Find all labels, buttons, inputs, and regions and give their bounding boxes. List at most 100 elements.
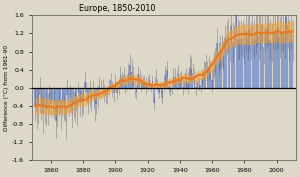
Bar xyxy=(38,88,39,105)
Bar xyxy=(60,88,61,114)
Bar xyxy=(166,70,168,88)
Bar xyxy=(182,87,184,88)
Bar xyxy=(282,32,284,88)
Bar xyxy=(210,71,211,88)
Bar xyxy=(158,88,160,93)
Bar xyxy=(263,47,264,88)
Bar xyxy=(120,75,121,88)
Bar xyxy=(226,38,227,88)
Y-axis label: Difference (°C) from 1961-90: Difference (°C) from 1961-90 xyxy=(4,45,9,131)
Bar xyxy=(73,88,74,104)
Bar xyxy=(287,25,289,88)
Bar xyxy=(250,41,251,88)
Bar xyxy=(39,88,40,95)
Bar xyxy=(103,88,105,93)
Bar xyxy=(94,88,95,109)
Bar xyxy=(195,87,197,88)
Bar xyxy=(223,56,224,88)
Bar xyxy=(176,80,177,88)
Bar xyxy=(44,88,45,105)
Bar xyxy=(173,76,174,88)
Bar xyxy=(63,88,64,107)
Bar xyxy=(174,77,176,88)
Bar xyxy=(239,39,240,88)
Bar xyxy=(281,33,282,88)
Bar xyxy=(220,52,221,88)
Bar xyxy=(247,37,248,88)
Bar xyxy=(242,39,243,88)
Bar xyxy=(168,86,169,88)
Bar xyxy=(218,58,219,88)
Bar xyxy=(286,17,287,88)
Bar xyxy=(124,84,126,88)
Bar xyxy=(234,26,235,88)
Bar xyxy=(110,80,111,88)
Bar xyxy=(153,88,155,103)
Bar xyxy=(266,28,268,88)
Bar xyxy=(89,88,90,93)
Bar xyxy=(169,88,171,91)
Bar xyxy=(256,24,258,88)
Bar xyxy=(284,36,285,88)
Bar xyxy=(189,67,190,88)
Bar xyxy=(57,88,58,113)
Bar xyxy=(203,70,205,88)
Bar xyxy=(105,88,106,96)
Bar xyxy=(192,73,194,88)
Bar xyxy=(49,88,50,100)
Bar xyxy=(92,88,94,89)
Bar xyxy=(268,23,269,88)
Bar xyxy=(261,25,263,88)
Bar xyxy=(121,79,123,88)
Bar xyxy=(99,87,100,88)
Bar xyxy=(271,43,272,88)
Bar xyxy=(190,69,192,88)
Bar xyxy=(118,87,119,88)
Bar xyxy=(95,88,97,104)
Bar xyxy=(58,88,60,103)
Bar xyxy=(100,88,102,89)
Bar xyxy=(70,88,71,97)
Bar xyxy=(292,40,293,88)
Bar xyxy=(276,30,277,88)
Bar xyxy=(207,71,208,88)
Bar xyxy=(258,36,260,88)
Bar xyxy=(68,88,69,103)
Bar xyxy=(148,80,150,88)
Bar xyxy=(81,88,82,103)
Bar xyxy=(54,88,55,103)
Bar xyxy=(269,40,271,88)
Bar xyxy=(113,88,115,93)
Bar xyxy=(212,80,213,88)
Bar xyxy=(152,81,153,88)
Bar xyxy=(252,27,253,88)
Bar xyxy=(273,32,274,88)
Bar xyxy=(202,78,203,88)
Bar xyxy=(142,82,143,88)
Bar xyxy=(42,88,44,114)
Bar xyxy=(46,88,47,109)
Bar xyxy=(245,31,247,88)
Bar xyxy=(186,78,187,88)
Bar xyxy=(131,72,132,88)
Bar xyxy=(265,31,266,88)
Bar xyxy=(139,76,140,88)
Bar xyxy=(74,88,76,106)
Bar xyxy=(279,37,280,88)
Bar xyxy=(216,43,217,88)
Bar xyxy=(248,29,250,88)
Bar xyxy=(55,88,57,121)
Bar xyxy=(144,82,145,88)
Bar xyxy=(255,33,256,88)
Bar xyxy=(157,85,158,88)
Bar xyxy=(161,88,163,98)
Bar xyxy=(112,88,113,89)
Bar xyxy=(133,76,134,88)
Bar xyxy=(65,88,66,122)
Bar xyxy=(84,82,86,88)
Bar xyxy=(200,85,202,88)
Bar xyxy=(237,39,238,88)
Bar xyxy=(194,77,195,88)
Bar xyxy=(82,88,84,102)
Bar xyxy=(278,27,279,88)
